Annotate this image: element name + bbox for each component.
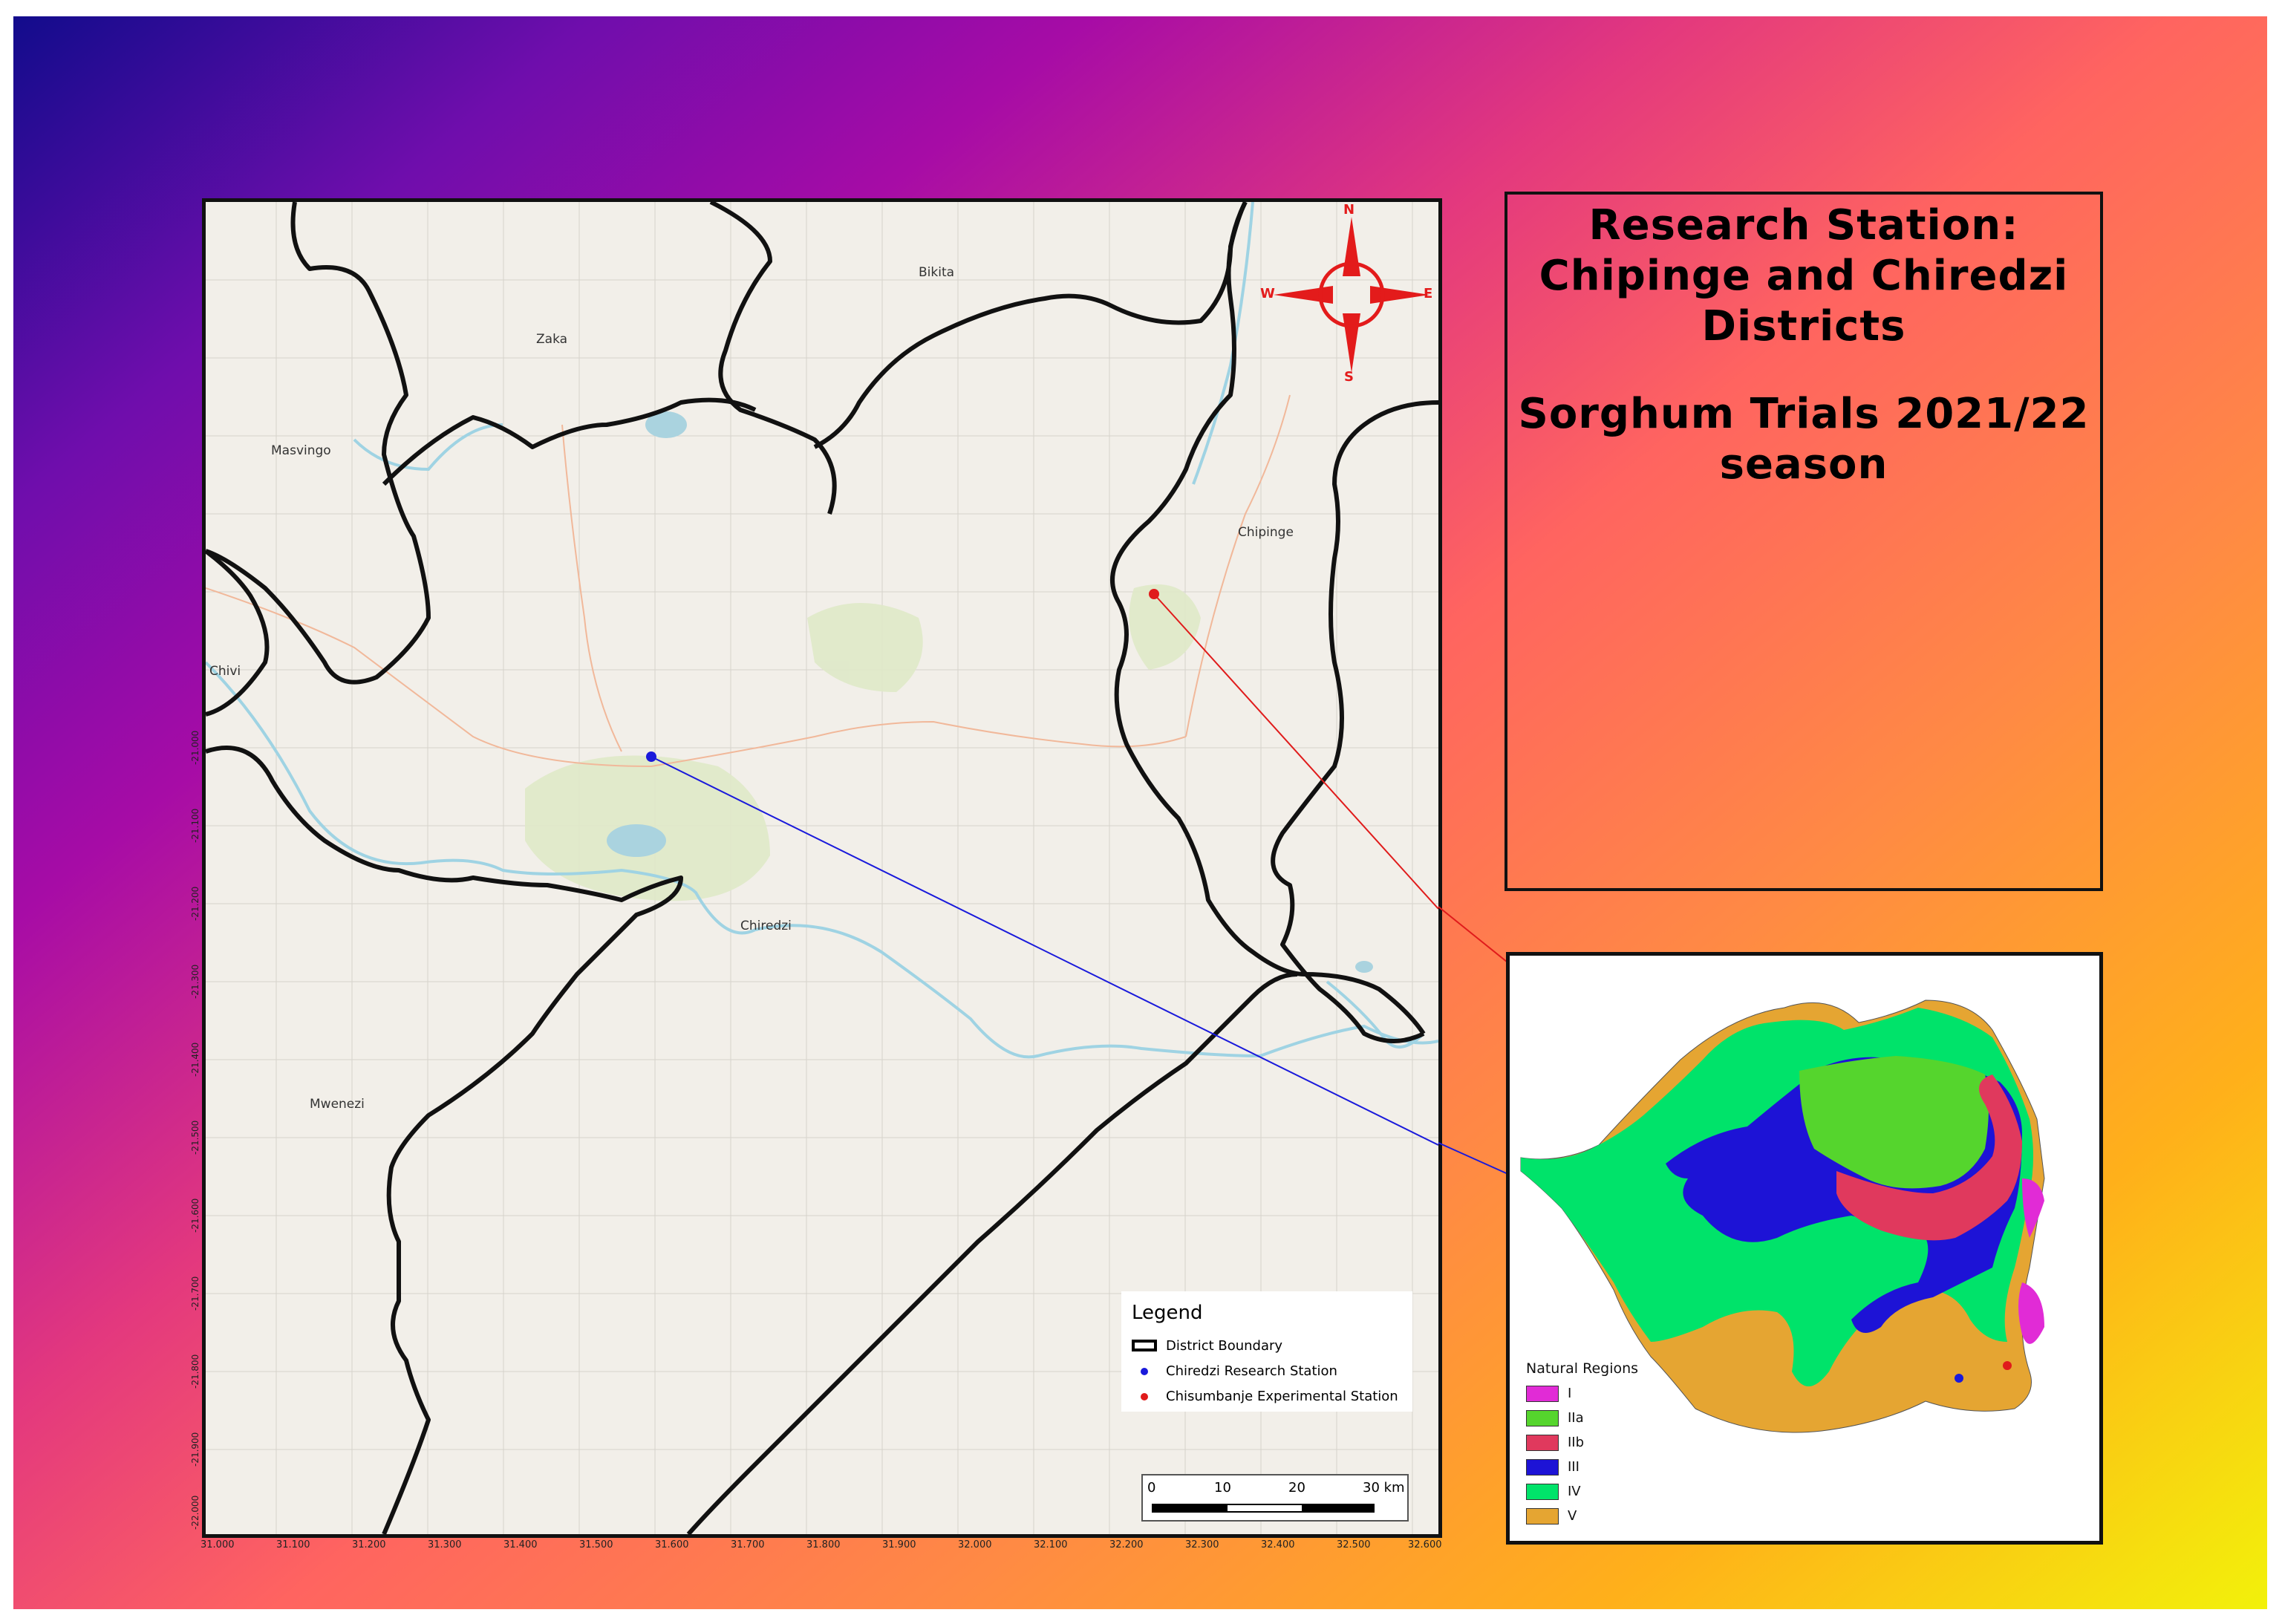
place-zaka: Zaka (536, 332, 568, 347)
inset-chisumbanje-station-marker (2003, 1361, 2012, 1370)
red-dot-icon (1132, 1389, 1157, 1404)
x-tick: 31.300 (428, 1539, 462, 1550)
x-tick: 32.000 (958, 1539, 992, 1550)
x-tick: 31.000 (201, 1539, 235, 1550)
main-map: Bikita Zaka Masvingo Chivi Chipinge Chir… (202, 198, 1442, 1538)
legend-item-district-boundary: District Boundary (1132, 1333, 1402, 1358)
x-tick: 31.900 (882, 1539, 916, 1550)
x-tick: 32.100 (1034, 1539, 1068, 1550)
x-tick: 32.400 (1261, 1539, 1295, 1550)
region-label: I (1568, 1386, 1572, 1401)
legend-item-chiredzi-station: Chiredzi Research Station (1132, 1358, 1402, 1383)
district-boundaries (206, 202, 1438, 1534)
x-tick: 31.500 (579, 1539, 613, 1550)
place-chiredzi: Chiredzi (740, 919, 792, 933)
map-legend: Legend District Boundary Chiredzi Resear… (1121, 1291, 1412, 1412)
zimbabwe-natural-regions-map (1520, 999, 2045, 1433)
scale-label-10: 10 (1214, 1480, 1231, 1496)
x-tick: 32.500 (1337, 1539, 1371, 1550)
district-boundary-symbol (1132, 1340, 1157, 1351)
legend-item-chisumbanje-station: Chisumbanje Experimental Station (1132, 1383, 1402, 1409)
title-line-3: Districts (1701, 302, 1906, 350)
place-mwenezi: Mwenezi (310, 1097, 365, 1112)
natural-regions-legend-title: Natural Regions (1526, 1360, 1639, 1377)
compass-s-label: S (1344, 369, 1354, 385)
x-tick: 31.100 (276, 1539, 310, 1550)
x-tick: 31.200 (352, 1539, 386, 1550)
region-legend-item: IIa (1526, 1406, 1638, 1430)
region-legend-item: III (1526, 1455, 1638, 1479)
x-tick: 31.600 (655, 1539, 689, 1550)
place-chipinge: Chipinge (1238, 525, 1294, 540)
legend-label: Chiredzi Research Station (1166, 1363, 1337, 1379)
chisumbanje-connector-line (1153, 593, 1438, 910)
region-label: III (1568, 1459, 1580, 1475)
place-masvingo: Masvingo (271, 443, 331, 458)
map-svg (206, 202, 1438, 1534)
north-arrow-compass (1274, 217, 1429, 373)
x-tick: 32.600 (1408, 1539, 1442, 1550)
title-panel: Research Station: Chipinge and Chiredzi … (1505, 192, 2103, 891)
region-label: IIa (1568, 1410, 1584, 1426)
region-legend-item: V (1526, 1504, 1638, 1528)
scale-bar-graphic (1152, 1504, 1375, 1513)
legend-label: District Boundary (1166, 1337, 1283, 1354)
title-line-4: Sorghum Trials 2021/22 (1518, 390, 2090, 438)
x-tick: 32.200 (1109, 1539, 1144, 1550)
region-label: IIb (1568, 1435, 1585, 1450)
roads (206, 394, 1291, 768)
natural-regions-legend: Natural Regions I IIa IIb III IV V (1526, 1360, 1638, 1528)
region-legend-item: IIb (1526, 1430, 1638, 1455)
scale-label-0: 0 (1147, 1480, 1156, 1496)
legend-title: Legend (1132, 1302, 1203, 1324)
x-tick: 31.800 (806, 1539, 841, 1550)
compass-n-label: N (1343, 202, 1355, 218)
title-line-5: season (1719, 440, 1888, 489)
region-legend-item: IV (1526, 1479, 1638, 1504)
x-tick: 31.700 (731, 1539, 765, 1550)
compass-w-label: W (1260, 286, 1275, 301)
inset-chiredzi-station-marker (1955, 1374, 1963, 1383)
x-tick: 31.400 (503, 1539, 538, 1550)
place-bikita: Bikita (919, 265, 955, 280)
legend-label: Chisumbanje Experimental Station (1166, 1388, 1398, 1404)
lakes (607, 411, 1373, 973)
region-label: IV (1568, 1484, 1581, 1499)
scale-label-20: 20 (1288, 1480, 1305, 1496)
region-label: V (1568, 1508, 1577, 1524)
blue-dot-icon (1132, 1363, 1157, 1379)
x-tick: 32.300 (1185, 1539, 1219, 1550)
scale-label-30km: 30 km (1363, 1480, 1405, 1496)
region-legend-item: I (1526, 1381, 1638, 1406)
inset-map-natural-regions: Natural Regions I IIa IIb III IV V (1506, 952, 2103, 1545)
title-line-1: Research Station: (1588, 201, 2019, 250)
title-line-2: Chipinge and Chiredzi (1539, 252, 2069, 300)
compass-e-label: E (1424, 286, 1433, 301)
chiredzi-connector-line (651, 756, 1438, 1146)
scale-bar: 0 10 20 30 km (1141, 1474, 1409, 1522)
chisumbanje-station-marker[interactable] (1149, 589, 1159, 599)
place-chivi: Chivi (209, 664, 241, 679)
chiredzi-research-station-marker[interactable] (646, 751, 656, 762)
